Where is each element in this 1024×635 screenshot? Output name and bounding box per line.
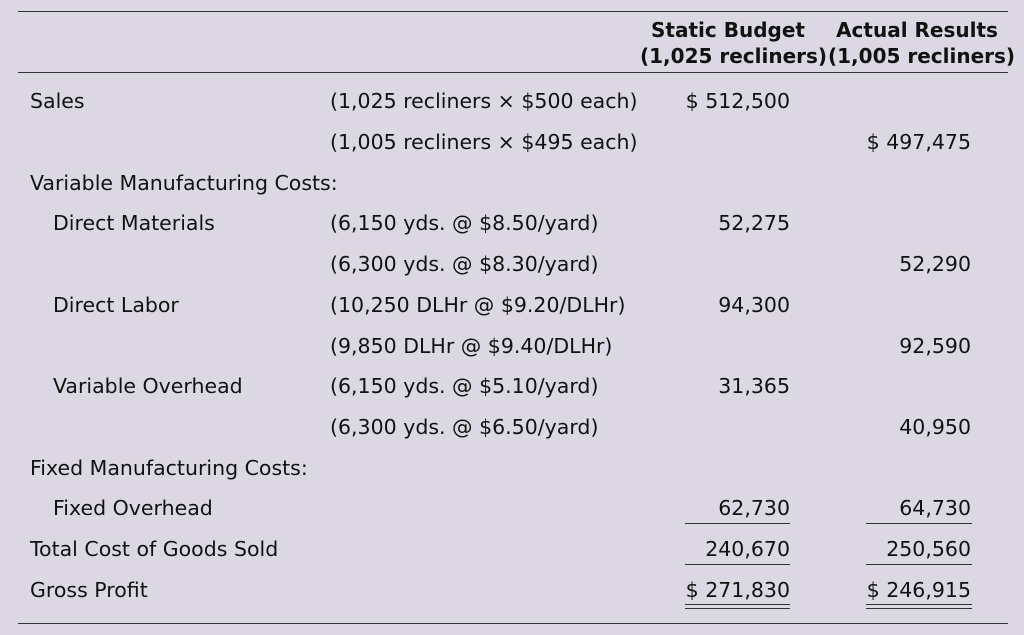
table-row-sales: Sales (1,025 recliners × $500 each) $ 51…	[0, 86, 1024, 116]
row-label: Fixed Overhead	[53, 496, 213, 520]
actual-results-header-line2: (1,005 recliners)	[828, 44, 1016, 68]
static-budget-value: $ 512,500	[685, 89, 790, 113]
row-description: (6,150 yds. @ $8.50/yard)	[330, 211, 599, 235]
actual-results-value: 40,950	[899, 415, 971, 439]
row-label: Direct Materials	[53, 211, 215, 235]
table-row-total-cogs: Total Cost of Goods Sold 240,670 250,560	[0, 534, 1024, 564]
section-label: Variable Manufacturing Costs:	[30, 171, 338, 195]
actual-subtotal-underline	[866, 523, 972, 524]
actual-results-header: Actual Results (1,005 recliners)	[828, 17, 1016, 69]
table-row-variable-costs: Variable Manufacturing Costs:	[0, 168, 1024, 198]
actual-total-underline	[866, 564, 972, 565]
section-label: Fixed Manufacturing Costs:	[30, 456, 308, 480]
actual-double-underline	[866, 604, 972, 609]
actual-results-value: $ 246,915	[866, 578, 971, 602]
table-row-direct-materials: Direct Materials (6,150 yds. @ $8.50/yar…	[0, 208, 1024, 238]
table-row-fixed-costs: Fixed Manufacturing Costs:	[0, 453, 1024, 483]
static-budget-value: 31,365	[718, 374, 790, 398]
table-row: (9,850 DLHr @ $9.40/DLHr) 92,590	[0, 331, 1024, 361]
actual-results-value: 52,290	[899, 252, 971, 276]
bottom-rule	[18, 623, 1008, 624]
actual-results-value: 92,590	[899, 334, 971, 358]
static-total-underline	[685, 564, 790, 565]
row-description: (10,250 DLHr @ $9.20/DLHr)	[330, 293, 626, 317]
static-budget-header-line2: (1,025 recliners)	[640, 44, 828, 68]
table-row: (1,005 recliners × $495 each) $ 497,475	[0, 127, 1024, 157]
row-description: (6,300 yds. @ $6.50/yard)	[330, 415, 599, 439]
table-row-variable-overhead: Variable Overhead (6,150 yds. @ $5.10/ya…	[0, 371, 1024, 401]
table-row: (6,300 yds. @ $6.50/yard) 40,950	[0, 412, 1024, 442]
actual-results-header-line1: Actual Results	[836, 18, 998, 42]
static-budget-value: 52,275	[718, 211, 790, 235]
table-row-direct-labor: Direct Labor (10,250 DLHr @ $9.20/DLHr) …	[0, 290, 1024, 320]
row-label: Total Cost of Goods Sold	[30, 537, 279, 561]
static-budget-header: Static Budget (1,025 recliners)	[640, 17, 828, 69]
row-label: Variable Overhead	[53, 374, 243, 398]
row-description: (6,150 yds. @ $5.10/yard)	[330, 374, 599, 398]
row-description: (1,025 recliners × $500 each)	[330, 89, 638, 113]
static-budget-value: $ 271,830	[685, 578, 790, 602]
row-description: (1,005 recliners × $495 each)	[330, 130, 638, 154]
row-label: Direct Labor	[53, 293, 179, 317]
static-budget-value: 240,670	[705, 537, 790, 561]
row-description: (6,300 yds. @ $8.30/yard)	[330, 252, 599, 276]
header-rule	[18, 72, 1008, 73]
table-row-gross-profit: Gross Profit $ 271,830 $ 246,915	[0, 575, 1024, 605]
static-double-underline	[685, 604, 790, 609]
actual-results-value: 64,730	[899, 496, 971, 520]
table-row: (6,300 yds. @ $8.30/yard) 52,290	[0, 249, 1024, 279]
static-subtotal-underline	[685, 523, 790, 524]
actual-results-value: 250,560	[886, 537, 971, 561]
row-label: Gross Profit	[30, 578, 148, 602]
static-budget-value: 62,730	[718, 496, 790, 520]
row-description: (9,850 DLHr @ $9.40/DLHr)	[330, 334, 613, 358]
static-budget-value: 94,300	[718, 293, 790, 317]
top-rule	[18, 11, 1008, 12]
table-row-fixed-overhead: Fixed Overhead 62,730 64,730	[0, 493, 1024, 523]
static-budget-header-line1: Static Budget	[651, 18, 805, 42]
actual-results-value: $ 497,475	[866, 130, 971, 154]
row-label: Sales	[30, 89, 85, 113]
